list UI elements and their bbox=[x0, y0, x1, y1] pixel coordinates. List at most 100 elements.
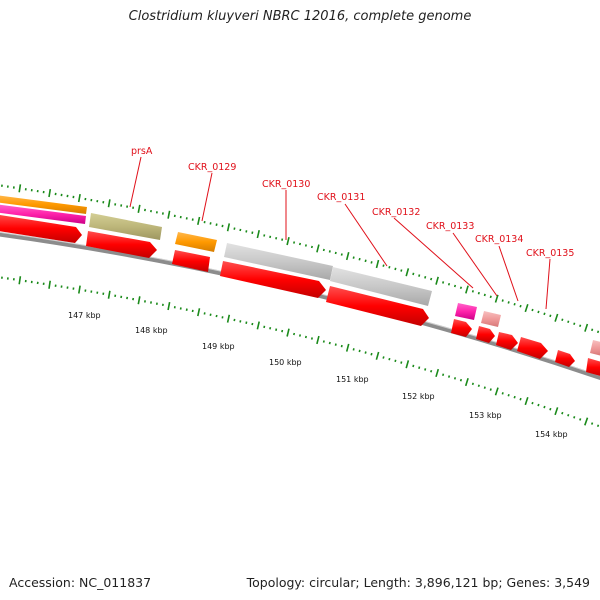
gene-leader-ckr0132 bbox=[393, 217, 474, 289]
minor-tick bbox=[275, 328, 278, 331]
outer-scale-ticks bbox=[1, 184, 600, 334]
minor-tick bbox=[304, 244, 307, 247]
major-tick bbox=[18, 184, 22, 193]
gene-leader-ckr0131 bbox=[344, 203, 388, 267]
major-tick bbox=[167, 301, 171, 311]
minor-tick bbox=[209, 313, 212, 316]
minor-tick bbox=[596, 424, 600, 428]
feature-olive-prsA bbox=[89, 213, 162, 240]
minor-tick bbox=[453, 377, 457, 380]
gene-leader-prsA bbox=[129, 156, 142, 208]
minor-tick bbox=[549, 407, 552, 411]
minor-tick bbox=[382, 356, 385, 359]
minor-tick bbox=[590, 422, 594, 425]
cds-arrow-8 bbox=[496, 332, 518, 350]
minor-tick bbox=[537, 310, 540, 314]
cds-arrow-10 bbox=[555, 350, 575, 367]
minor-tick bbox=[567, 413, 570, 417]
minor-tick bbox=[483, 293, 486, 297]
minor-tick bbox=[209, 222, 212, 225]
gene-label-ckr0135: CKR_0135 bbox=[526, 248, 574, 259]
minor-tick bbox=[334, 251, 337, 255]
minor-tick bbox=[447, 282, 451, 286]
cds-arrow-3 bbox=[172, 250, 210, 272]
feature-track-outer bbox=[0, 195, 600, 356]
minor-tick bbox=[388, 357, 391, 361]
minor-tick bbox=[501, 299, 504, 302]
major-tick bbox=[584, 323, 589, 332]
gene-label-ckr0132: CKR_0132 bbox=[372, 207, 420, 218]
minor-tick bbox=[543, 312, 546, 316]
major-tick bbox=[375, 351, 380, 360]
minor-tick bbox=[245, 321, 248, 324]
cds-arrow-4 bbox=[220, 261, 326, 298]
minor-tick bbox=[340, 344, 343, 348]
inner-scale-ticks bbox=[1, 276, 600, 428]
major-tick bbox=[316, 244, 320, 253]
kbp-label: 152 kbp bbox=[402, 392, 435, 401]
minor-tick bbox=[447, 375, 451, 378]
major-tick bbox=[554, 407, 559, 416]
minor-tick bbox=[245, 230, 248, 233]
minor-tick bbox=[459, 378, 463, 382]
major-tick bbox=[435, 368, 440, 378]
minor-tick bbox=[293, 241, 296, 244]
major-tick bbox=[465, 285, 469, 294]
feature-orange-ckr0129 bbox=[175, 232, 217, 252]
minor-tick bbox=[215, 314, 218, 318]
minor-tick bbox=[370, 352, 373, 356]
major-tick bbox=[18, 276, 22, 285]
feature-grey-ckr0130 bbox=[224, 243, 333, 280]
major-tick bbox=[167, 210, 171, 219]
minor-tick bbox=[418, 274, 421, 277]
minor-tick bbox=[263, 325, 266, 329]
minor-tick bbox=[364, 351, 367, 354]
minor-tick bbox=[364, 259, 367, 263]
minor-tick bbox=[543, 405, 546, 409]
major-tick bbox=[107, 290, 111, 299]
major-tick bbox=[226, 314, 231, 323]
minor-tick bbox=[239, 228, 242, 232]
minor-tick bbox=[334, 343, 337, 346]
kbp-label: 148 kbp bbox=[135, 326, 168, 335]
major-tick bbox=[464, 377, 469, 387]
major-tick bbox=[554, 313, 559, 322]
major-tick bbox=[48, 188, 52, 198]
cds-arrow-5 bbox=[326, 286, 429, 326]
major-tick bbox=[524, 397, 529, 406]
minor-tick bbox=[179, 215, 182, 219]
minor-tick bbox=[573, 416, 576, 419]
minor-tick bbox=[442, 373, 445, 377]
minor-tick bbox=[424, 275, 427, 279]
cds-arrow-6 bbox=[451, 319, 472, 337]
minor-tick bbox=[328, 341, 331, 345]
cds-arrow-2 bbox=[86, 231, 157, 258]
feature-track-cds bbox=[0, 214, 600, 376]
minor-tick bbox=[233, 227, 236, 230]
minor-tick bbox=[269, 327, 272, 330]
minor-tick bbox=[561, 318, 564, 322]
minor-tick bbox=[471, 382, 474, 386]
kbp-labels: 147 kbp 148 kbp 149 kbp 150 kbp 151 kbp … bbox=[68, 311, 568, 439]
minor-tick bbox=[424, 368, 427, 371]
minor-tick bbox=[442, 281, 445, 284]
minor-tick bbox=[352, 256, 355, 259]
minor-tick bbox=[537, 403, 540, 407]
gene-leader-ckr0129 bbox=[201, 172, 213, 222]
minor-tick bbox=[549, 314, 552, 318]
feature-orange-left bbox=[0, 195, 87, 214]
minor-tick bbox=[233, 318, 236, 322]
minor-tick bbox=[471, 290, 474, 293]
major-tick bbox=[197, 308, 201, 317]
minor-tick bbox=[269, 235, 272, 239]
minor-tick bbox=[298, 242, 302, 246]
minor-tick bbox=[263, 234, 266, 237]
minor-tick bbox=[370, 261, 373, 264]
minor-tick bbox=[239, 320, 242, 323]
major-tick bbox=[197, 216, 201, 225]
minor-tick bbox=[579, 324, 582, 328]
minor-tick bbox=[507, 301, 510, 304]
minor-tick bbox=[185, 217, 188, 220]
cds-arrow-7 bbox=[476, 326, 495, 343]
minor-tick bbox=[281, 329, 284, 333]
